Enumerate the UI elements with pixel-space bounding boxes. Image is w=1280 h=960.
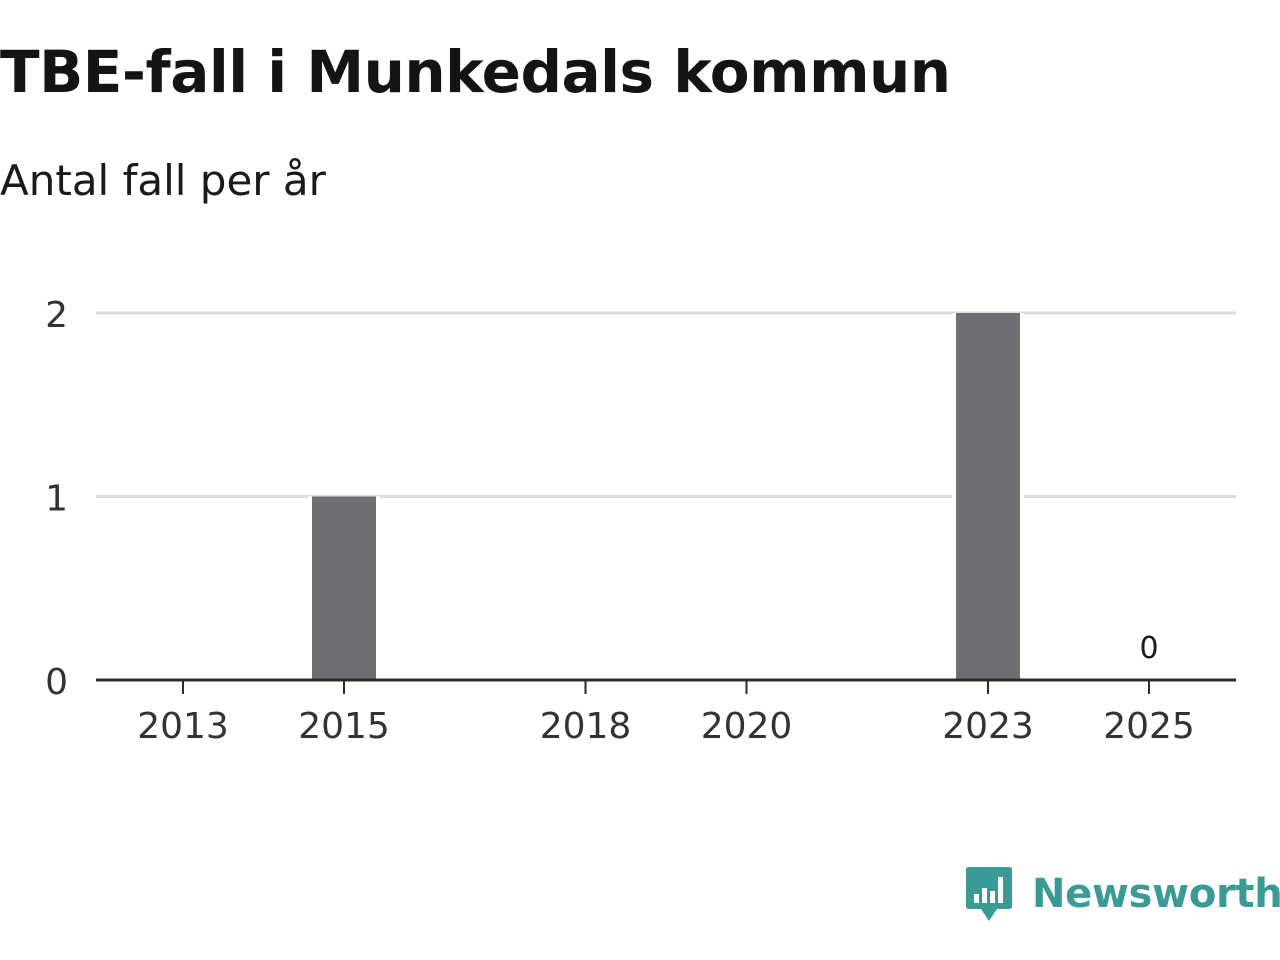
- x-tick-label: 2025: [1103, 706, 1195, 747]
- x-tick-label: 2013: [137, 706, 229, 747]
- newsworthy-bar-chart-icon: [966, 867, 1012, 921]
- x-tick-label: 2015: [298, 706, 390, 747]
- newsworthy-logo: Newsworthy: [964, 864, 1280, 924]
- gridlines: [96, 311, 1236, 498]
- bar-chart: 0 1 2 2013 2015 2018 2020 2023 2025 0: [45, 295, 1236, 747]
- labels: 0 1 2 2013 2015 2018 2020 2023 2025 0: [45, 295, 1195, 747]
- x-tick-label: 2018: [540, 706, 632, 747]
- y-tick-label: 2: [45, 295, 68, 336]
- x-tick-label: 2020: [701, 706, 793, 747]
- x-tick-label: 2023: [942, 706, 1034, 747]
- chart-subtitle: Antal fall per år: [0, 156, 326, 205]
- bar: [312, 496, 376, 680]
- bar: [956, 313, 1020, 680]
- axes: [96, 678, 1236, 694]
- data-label: 0: [1139, 631, 1158, 666]
- chart-title: TBE-fall i Munkedals kommun: [0, 38, 951, 106]
- y-tick-label: 0: [45, 662, 68, 703]
- newsworthy-brand-name: Newsworthy: [1032, 871, 1280, 917]
- bars: [308, 313, 1024, 680]
- y-tick-label: 1: [45, 479, 68, 520]
